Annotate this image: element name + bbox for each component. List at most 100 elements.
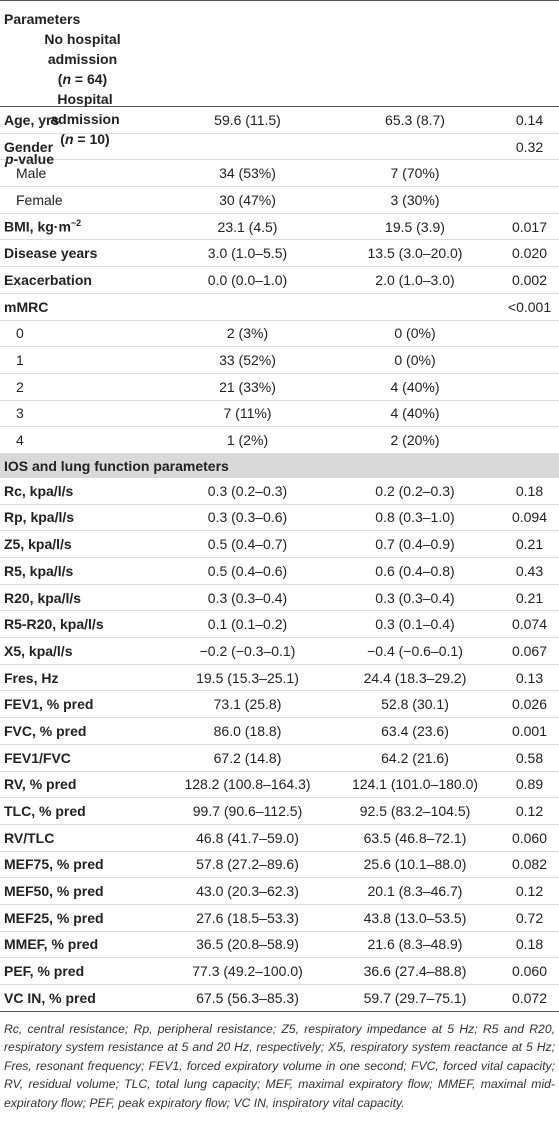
row-label: TLC, % pred	[4, 803, 86, 820]
cell: 21 (33%)	[219, 378, 276, 395]
table-row: Fres, Hz 19.5 (15.3–25.1) 24.4 (18.3–29.2)…	[0, 665, 559, 692]
cell: 0.026	[511, 696, 548, 713]
header-line: admission	[50, 111, 120, 127]
cell: 0.3 (0.3–0.4)	[207, 589, 288, 606]
table-row: Exacerbation 0.0 (0.0–1.0) 2.0 (1.0–3.0) 0.…	[0, 267, 559, 294]
cell: 0.7 (0.4–0.9)	[375, 536, 455, 553]
table-row: 1 33 (52%) 0 (0%)	[0, 347, 559, 374]
row-label: Male	[16, 165, 47, 182]
cell: 43.8 (13.0–53.5)	[363, 909, 467, 926]
table-row: 4 1 (2%) 2 (20%)	[0, 427, 559, 454]
text-part: p	[4, 151, 14, 167]
cell: 0.5 (0.4–0.7)	[207, 536, 288, 553]
cell: 0.2 (0.2–0.3)	[375, 482, 455, 499]
cell: 63.5 (46.8–72.1)	[363, 829, 467, 846]
cell: 2 (3%)	[226, 325, 269, 342]
table-row: Age, yrs 59.6 (11.5) 65.3 (8.7) 0.14	[0, 107, 559, 134]
header-cell: No hospital admission (n = 64)	[0, 29, 165, 89]
cell: 0.72	[515, 909, 544, 926]
cell: 2 (20%)	[390, 432, 440, 449]
row-label: MEF75, % pred	[4, 856, 104, 873]
header-cell: p-value	[0, 149, 59, 169]
cell: 23.1 (4.5)	[217, 218, 278, 235]
row-label: Age, yrs	[4, 111, 60, 128]
cell: 63.4 (23.6)	[381, 722, 449, 739]
row-label: Gender	[4, 138, 54, 155]
table-row: Z5, kpa/l/s 0.5 (0.4–0.7) 0.7 (0.4–0.9) 0.2…	[0, 531, 559, 558]
cell: 128.2 (100.8–164.3)	[184, 776, 311, 793]
table-row: MEF25, % pred 27.6 (18.5–53.3) 43.8 (13.0–…	[0, 905, 559, 932]
row-label: 2	[16, 378, 24, 395]
text-part: -value	[13, 151, 55, 167]
section-header: IOS and lung function parameters	[0, 453, 559, 478]
cell: 0.58	[515, 749, 544, 766]
row-label: RV, % pred	[4, 776, 77, 793]
table-row: mMRC <0.001	[0, 294, 559, 321]
table: Parameters No hospital admission (n = 64) Ho…	[0, 0, 559, 1012]
cell: 0.0 (0.0–1.0)	[207, 271, 288, 288]
cell: 0.13	[515, 669, 544, 686]
table-row: R5-R20, kpa/l/s 0.1 (0.1–0.2) 0.3 (0.1–0.4…	[0, 611, 559, 639]
table-row: FVC, % pred 86.0 (18.8) 63.4 (23.6) 0.001	[0, 718, 559, 745]
cell: 30 (47%)	[219, 191, 276, 208]
row-label: MEF50, % pred	[4, 883, 104, 900]
cell: 19.5 (15.3–25.1)	[196, 669, 299, 686]
table-row: Rc, kpa/l/s 0.3 (0.2–0.3) 0.2 (0.2–0.3) 0.1…	[0, 478, 559, 505]
cell: 0.001	[511, 722, 548, 739]
cell: 36.5 (20.8–58.9)	[196, 936, 299, 953]
table-row: 3 7 (11%) 4 (40%)	[0, 401, 559, 428]
table-row: X5, kpa/l/s −0.2 (−0.3–0.1) −0.4 (−0.6–0.1…	[0, 638, 559, 665]
cell: 57.8 (27.2–89.6)	[196, 856, 299, 873]
cell: 13.5 (3.0–20.0)	[367, 245, 463, 262]
cell: 0.18	[515, 482, 544, 499]
cell: 67.2 (14.8)	[213, 749, 282, 766]
cell: 34 (53%)	[219, 165, 276, 182]
cell: 65.3 (8.7)	[385, 111, 445, 128]
table-row: PEF, % pred 77.3 (49.2–100.0) 36.6 (27.4–8…	[0, 958, 559, 985]
cell: 0.14	[515, 111, 544, 128]
cell: 0.060	[511, 829, 548, 846]
cell: 25.6 (10.1–88.0)	[363, 856, 467, 873]
table-row: RV, % pred 128.2 (100.8–164.3) 124.1 (101.…	[0, 772, 559, 799]
cell: 24.4 (18.3–29.2)	[363, 669, 467, 686]
cell: 0.89	[515, 776, 544, 793]
table-row: Gender 0.32	[0, 134, 559, 161]
row-label: Z5, kpa/l/s	[4, 536, 72, 553]
row-label: RV/TLC	[4, 829, 55, 846]
row-label: 3	[16, 405, 24, 422]
header-line: (n = 10)	[0, 129, 170, 149]
cell: 0.18	[515, 936, 544, 953]
cell: 52.8 (30.1)	[381, 696, 449, 713]
cell: 7 (70%)	[390, 165, 440, 182]
table-row: Disease years 3.0 (1.0–5.5) 13.5 (3.0–20.0…	[0, 240, 559, 268]
row-label: PEF, % pred	[4, 963, 85, 980]
cell: 43.0 (20.3–62.3)	[196, 883, 299, 900]
table-row: FEV1/FVC 67.2 (14.8) 64.2 (21.6) 0.58	[0, 745, 559, 772]
row-label: mMRC	[4, 298, 49, 315]
table-row: 0 2 (3%) 0 (0%)	[0, 321, 559, 348]
header-line: No hospital	[44, 31, 121, 47]
cell: 0.5 (0.4–0.6)	[207, 562, 288, 579]
row-label: R5, kpa/l/s	[4, 562, 74, 579]
header-line: admission	[47, 51, 118, 67]
cell: 59.6 (11.5)	[214, 111, 281, 128]
row-label: 0	[16, 325, 24, 342]
cell: 0.060	[511, 963, 548, 980]
cell: 0.12	[515, 883, 544, 900]
cell: 3.0 (1.0–5.5)	[207, 245, 288, 262]
row-label: MEF25, % pred	[4, 909, 104, 926]
header-line: Parameters	[4, 11, 81, 27]
cell: 92.5 (83.2–104.5)	[359, 803, 471, 820]
cell: 0.32	[515, 138, 544, 155]
cell: 0.002	[511, 271, 548, 288]
table-row: 2 21 (33%) 4 (40%)	[0, 374, 559, 401]
text-part: = 10)	[73, 131, 110, 147]
row-label: X5, kpa/l/s	[4, 642, 73, 659]
cell: 0.3 (0.1–0.4)	[375, 616, 455, 633]
cell: 67.5 (56.3–85.3)	[196, 989, 299, 1006]
header-line: p-value	[0, 149, 59, 169]
table-row: BMI, kg·m−2 23.1 (4.5) 19.5 (3.9) 0.017	[0, 214, 559, 241]
row-label: 1	[16, 352, 24, 369]
cell: 2.0 (1.0–3.0)	[375, 271, 455, 288]
